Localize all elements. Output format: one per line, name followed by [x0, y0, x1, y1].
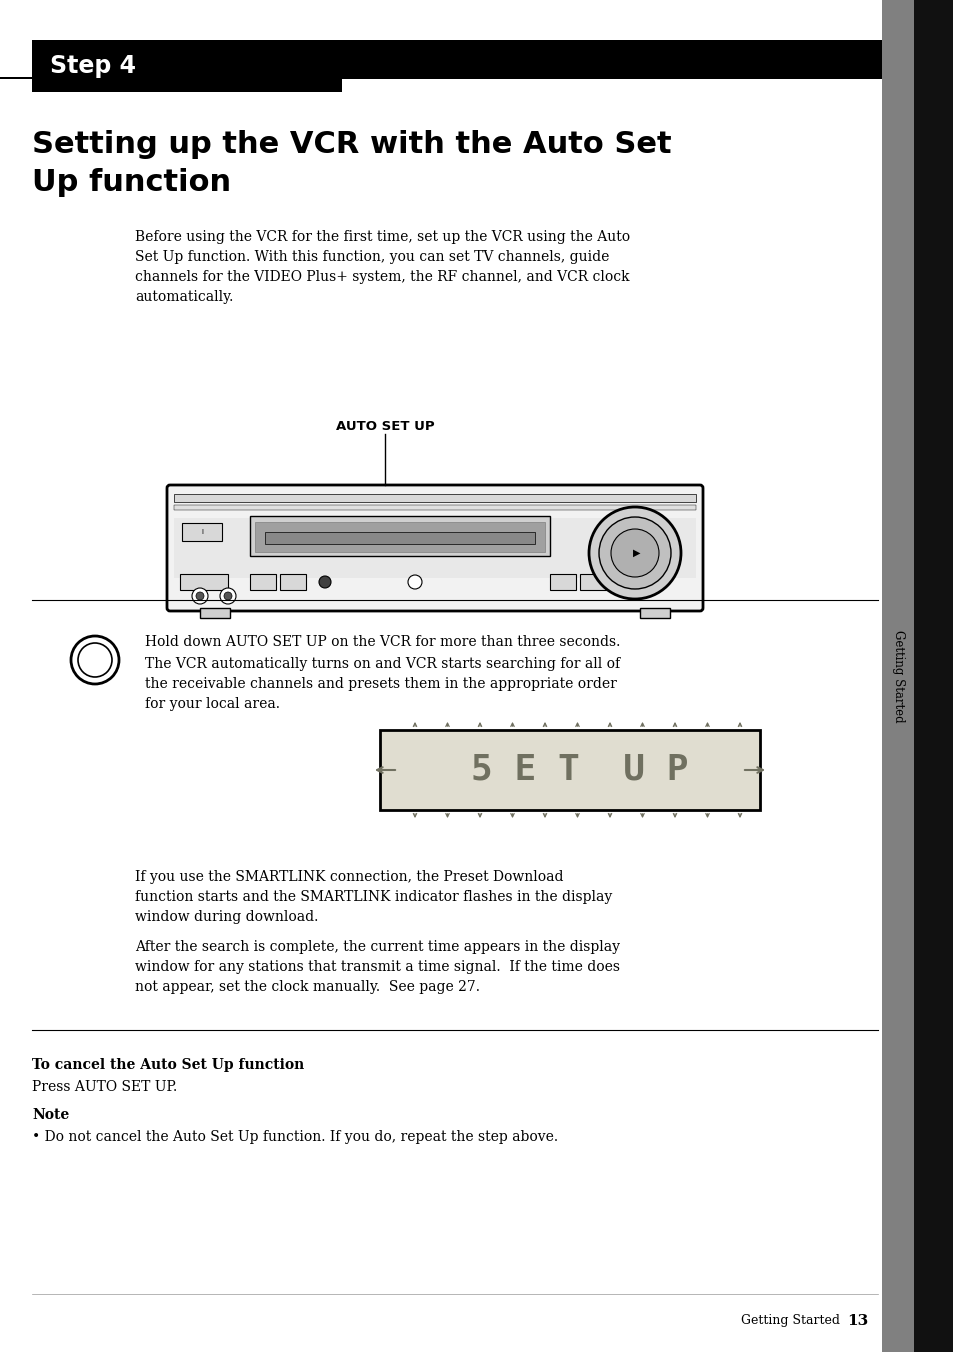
Bar: [173, 493, 696, 502]
Bar: [913, 0, 953, 1352]
Bar: [639, 608, 669, 618]
Text: Note: Note: [32, 1109, 70, 1122]
Text: Getting Started: Getting Started: [891, 630, 903, 722]
Bar: [341, 41, 882, 77]
Text: ▶: ▶: [633, 548, 640, 558]
Bar: [250, 575, 275, 589]
Bar: [180, 575, 228, 589]
Text: I: I: [201, 529, 203, 535]
Bar: [32, 41, 341, 92]
Circle shape: [192, 588, 208, 604]
Text: After the search is complete, the current time appears in the display
window for: After the search is complete, the curren…: [135, 940, 619, 994]
Text: 13: 13: [846, 1314, 867, 1328]
Bar: [550, 575, 576, 589]
Bar: [579, 575, 605, 589]
Bar: [280, 575, 306, 589]
Text: The VCR automatically turns on and VCR starts searching for all of
the receivabl: The VCR automatically turns on and VCR s…: [145, 657, 619, 711]
Bar: [182, 523, 222, 541]
Bar: [250, 516, 550, 556]
Text: Up function: Up function: [32, 168, 231, 197]
Bar: [173, 518, 696, 579]
Text: If you use the SMARTLINK connection, the Preset Download
function starts and the: If you use the SMARTLINK connection, the…: [135, 869, 612, 925]
Circle shape: [224, 592, 232, 600]
Bar: [173, 506, 696, 510]
Bar: [882, 0, 913, 1352]
Bar: [379, 730, 760, 810]
Bar: [265, 531, 535, 544]
Text: • Do not cancel the Auto Set Up function. If you do, repeat the step above.: • Do not cancel the Auto Set Up function…: [32, 1130, 558, 1144]
Text: Getting Started: Getting Started: [740, 1314, 839, 1328]
Bar: [0, 77, 882, 78]
Text: AUTO SET UP: AUTO SET UP: [335, 420, 434, 433]
Circle shape: [598, 516, 670, 589]
FancyBboxPatch shape: [167, 485, 702, 611]
Text: Hold down AUTO SET UP on the VCR for more than three seconds.: Hold down AUTO SET UP on the VCR for mor…: [145, 635, 619, 649]
Circle shape: [610, 529, 659, 577]
Text: Step 4: Step 4: [50, 54, 136, 78]
Circle shape: [588, 507, 680, 599]
Circle shape: [318, 576, 331, 588]
Circle shape: [195, 592, 204, 600]
Bar: [200, 608, 230, 618]
Circle shape: [71, 635, 119, 684]
Text: Before using the VCR for the first time, set up the VCR using the Auto
Set Up fu: Before using the VCR for the first time,…: [135, 230, 630, 304]
Text: Setting up the VCR with the Auto Set: Setting up the VCR with the Auto Set: [32, 130, 671, 160]
Text: Press AUTO SET UP.: Press AUTO SET UP.: [32, 1080, 177, 1094]
Circle shape: [78, 644, 112, 677]
Circle shape: [220, 588, 235, 604]
Circle shape: [408, 575, 421, 589]
Text: To cancel the Auto Set Up function: To cancel the Auto Set Up function: [32, 1059, 304, 1072]
Text: 5 E T  U P: 5 E T U P: [471, 753, 688, 787]
Bar: [254, 522, 544, 552]
